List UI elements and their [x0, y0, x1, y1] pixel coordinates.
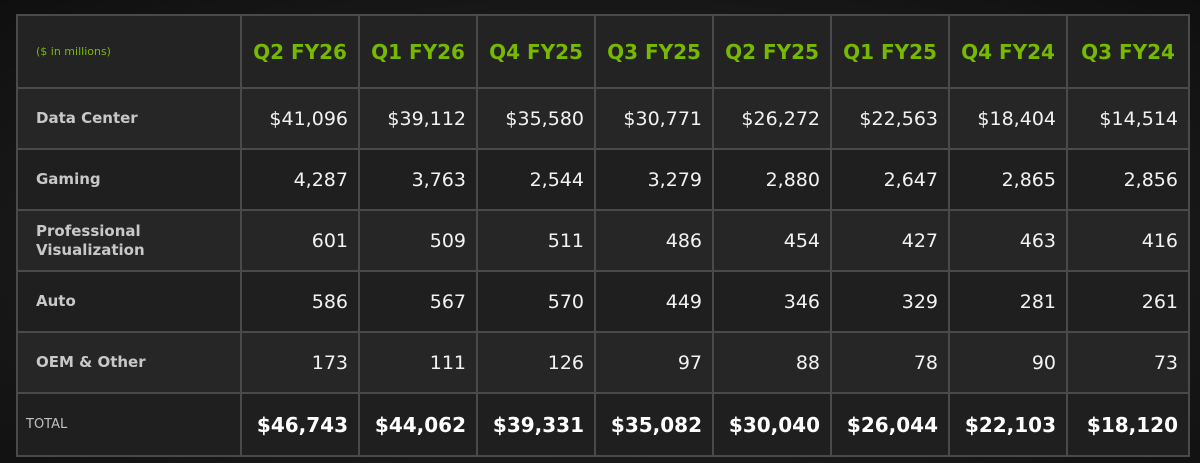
data-center-value-q3-fy25: $30,771	[594, 87, 714, 150]
professional-visualization-value-q3-fy24: 416	[1066, 209, 1190, 272]
oem-and-other-value-q1-fy25: 78	[830, 331, 950, 394]
column-header-q4-fy24: Q4 FY24	[948, 14, 1068, 89]
row-professional-visualization-label: Professional Visualization	[16, 209, 242, 272]
column-header-q4-fy25: Q4 FY25	[476, 14, 596, 89]
table-row: OEM & Other 173 111 126 97 88 78 90 73	[16, 331, 1190, 394]
oem-and-other-value-q4-fy24: 90	[948, 331, 1068, 394]
gaming-value-q3-fy24: 2,856	[1066, 148, 1190, 211]
table-row: Professional Visualization 601 509 511 486 45…	[16, 209, 1190, 272]
professional-visualization-value-q4-fy25: 511	[476, 209, 596, 272]
professional-visualization-value-q1-fy26: 509	[358, 209, 478, 272]
column-header-q2-fy26: Q2 FY26	[240, 14, 360, 89]
professional-visualization-value-q4-fy24: 463	[948, 209, 1068, 272]
data-center-value-q1-fy26: $39,112	[358, 87, 478, 150]
gaming-value-q1-fy26: 3,763	[358, 148, 478, 211]
professional-visualization-value-q2-fy25: 454	[712, 209, 832, 272]
column-header-q1-fy25: Q1 FY25	[830, 14, 950, 89]
total-label: TOTAL	[16, 392, 242, 457]
auto-value-q3-fy24: 261	[1066, 270, 1190, 333]
data-center-value-q1-fy25: $22,563	[830, 87, 950, 150]
row-oem-and-other-label: OEM & Other	[16, 331, 242, 394]
column-header-q1-fy26: Q1 FY26	[358, 14, 478, 89]
column-header-q3-fy24: Q3 FY24	[1066, 14, 1190, 89]
professional-visualization-value-q2-fy26: 601	[240, 209, 360, 272]
auto-value-q2-fy26: 586	[240, 270, 360, 333]
data-center-value-q2-fy26: $41,096	[240, 87, 360, 150]
total-value-q3-fy24: $18,120	[1066, 392, 1190, 457]
total-value-q2-fy25: $30,040	[712, 392, 832, 457]
data-center-value-q2-fy25: $26,272	[712, 87, 832, 150]
oem-and-other-value-q3-fy24: 73	[1066, 331, 1190, 394]
auto-value-q1-fy25: 329	[830, 270, 950, 333]
auto-value-q4-fy24: 281	[948, 270, 1068, 333]
total-value-q2-fy26: $46,743	[240, 392, 360, 457]
row-data-center-label: Data Center	[16, 87, 242, 150]
column-header-q3-fy25: Q3 FY25	[594, 14, 714, 89]
total-value-q1-fy25: $26,044	[830, 392, 950, 457]
gaming-value-q2-fy25: 2,880	[712, 148, 832, 211]
data-center-value-q4-fy25: $35,580	[476, 87, 596, 150]
data-center-value-q4-fy24: $18,404	[948, 87, 1068, 150]
gaming-value-q4-fy24: 2,865	[948, 148, 1068, 211]
table-body: Data Center $41,096 $39,112 $35,580 $30,771 $…	[16, 87, 1190, 457]
total-value-q4-fy24: $22,103	[948, 392, 1068, 457]
total-value-q1-fy26: $44,062	[358, 392, 478, 457]
table-row: Gaming 4,287 3,763 2,544 3,279 2,880 2,647 2,86…	[16, 148, 1190, 211]
total-row: TOTAL $46,743 $44,062 $39,331 $35,082 $30,040…	[16, 392, 1190, 457]
gaming-value-q2-fy26: 4,287	[240, 148, 360, 211]
revenue-by-market-table: ($ in millions) Q2 FY26 Q1 FY26 Q4 FY25 …	[16, 14, 1190, 457]
professional-visualization-value-q1-fy25: 427	[830, 209, 950, 272]
table-row: Auto 586 567 570 449 346 329 281 261	[16, 270, 1190, 333]
unit-label: ($ in millions)	[16, 14, 242, 89]
data-center-value-q3-fy24: $14,514	[1066, 87, 1190, 150]
professional-visualization-value-q3-fy25: 486	[594, 209, 714, 272]
oem-and-other-value-q2-fy26: 173	[240, 331, 360, 394]
gaming-value-q4-fy25: 2,544	[476, 148, 596, 211]
auto-value-q3-fy25: 449	[594, 270, 714, 333]
oem-and-other-value-q2-fy25: 88	[712, 331, 832, 394]
total-value-q3-fy25: $35,082	[594, 392, 714, 457]
header-row: ($ in millions) Q2 FY26 Q1 FY26 Q4 FY25 …	[16, 14, 1190, 89]
row-gaming-label: Gaming	[16, 148, 242, 211]
oem-and-other-value-q3-fy25: 97	[594, 331, 714, 394]
auto-value-q1-fy26: 567	[358, 270, 478, 333]
column-header-q2-fy25: Q2 FY25	[712, 14, 832, 89]
row-auto-label: Auto	[16, 270, 242, 333]
auto-value-q4-fy25: 570	[476, 270, 596, 333]
auto-value-q2-fy25: 346	[712, 270, 832, 333]
total-value-q4-fy25: $39,331	[476, 392, 596, 457]
table-row: Data Center $41,096 $39,112 $35,580 $30,771 $…	[16, 87, 1190, 150]
gaming-value-q3-fy25: 3,279	[594, 148, 714, 211]
oem-and-other-value-q4-fy25: 126	[476, 331, 596, 394]
oem-and-other-value-q1-fy26: 111	[358, 331, 478, 394]
gaming-value-q1-fy25: 2,647	[830, 148, 950, 211]
